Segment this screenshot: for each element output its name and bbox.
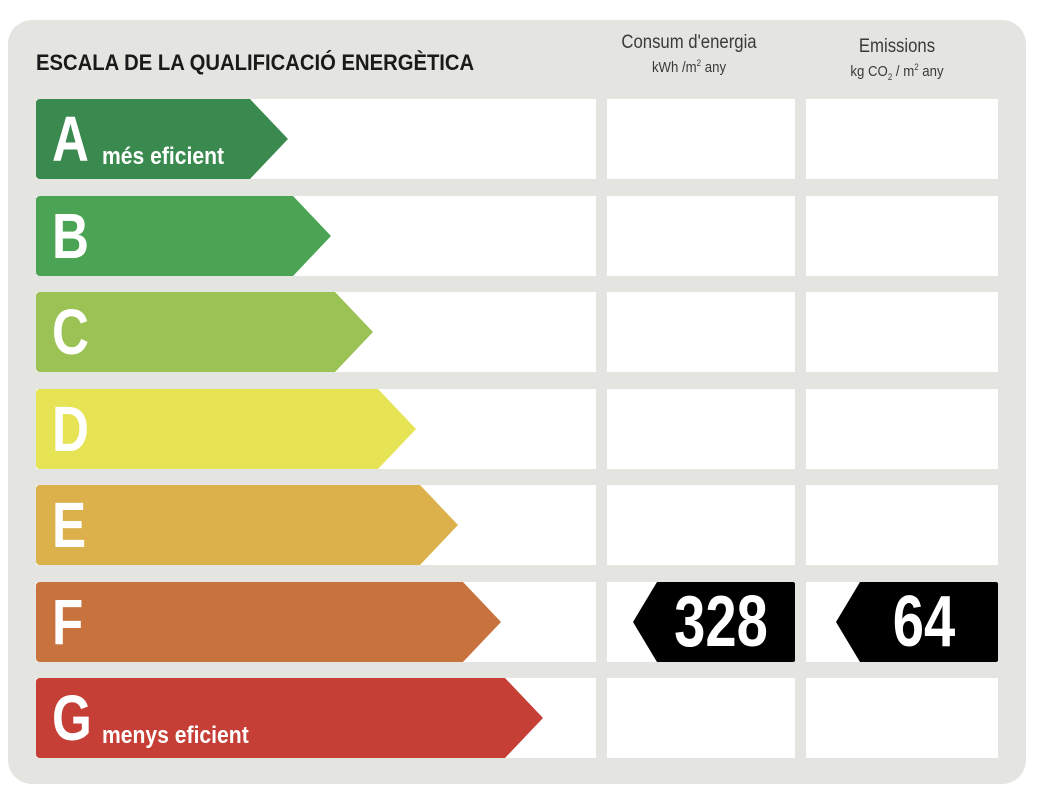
class-arrow-b: B bbox=[36, 196, 331, 276]
emissions-cell bbox=[806, 389, 998, 469]
energy-column-header: Consum d'energia kWh /m2 any bbox=[600, 32, 778, 76]
emissions-unit: kg CO2 / m2 any bbox=[850, 62, 944, 82]
emissions-value-badge-value: 64 bbox=[892, 582, 956, 662]
rating-row-b: B bbox=[36, 196, 998, 276]
scale-cell: F bbox=[36, 582, 596, 662]
energy-value-badge-value: 328 bbox=[674, 582, 768, 662]
energy-value-badge: 328 bbox=[633, 582, 795, 662]
energy-heading: Consum d'energia bbox=[621, 32, 757, 53]
class-arrow-c: C bbox=[36, 292, 373, 372]
class-letter: C bbox=[52, 296, 89, 368]
class-letter: A bbox=[52, 103, 89, 175]
emissions-cell bbox=[806, 196, 998, 276]
emissions-cell bbox=[806, 99, 998, 179]
class-letter: E bbox=[52, 489, 87, 561]
rating-row-f: F 328 64 bbox=[36, 582, 998, 662]
class-arrow-f: F bbox=[36, 582, 501, 662]
rating-row-e: E bbox=[36, 485, 998, 565]
rating-row-c: C bbox=[36, 292, 998, 372]
scale-cell: C bbox=[36, 292, 596, 372]
emissions-heading: Emissions bbox=[858, 36, 936, 57]
emissions-cell: 64 bbox=[806, 582, 998, 662]
emissions-column-header: Emissions kg CO2 / m2 any bbox=[800, 36, 994, 82]
energy-cell bbox=[607, 99, 795, 179]
emissions-cell bbox=[806, 292, 998, 372]
energy-cell bbox=[607, 292, 795, 372]
scale-cell: D bbox=[36, 389, 596, 469]
energy-cell bbox=[607, 389, 795, 469]
scale-cell: E bbox=[36, 485, 596, 565]
class-caption: més eficient bbox=[102, 143, 225, 170]
class-letter: B bbox=[52, 200, 89, 272]
energy-unit: kWh /m2 any bbox=[651, 58, 727, 76]
scale-title: ESCALA DE LA QUALIFICACIÓ ENERGÈTICA bbox=[36, 50, 475, 75]
class-letter: D bbox=[52, 393, 89, 465]
class-arrow-d: D bbox=[36, 389, 416, 469]
class-arrow-e: E bbox=[36, 485, 458, 565]
emissions-cell bbox=[806, 678, 998, 758]
class-letter: F bbox=[52, 586, 84, 658]
class-caption: menys eficient bbox=[102, 722, 249, 749]
energy-cell bbox=[607, 485, 795, 565]
class-letter: G bbox=[52, 682, 92, 754]
energy-cell bbox=[607, 678, 795, 758]
emissions-cell bbox=[806, 485, 998, 565]
scale-cell: B bbox=[36, 196, 596, 276]
emissions-value-badge: 64 bbox=[836, 582, 998, 662]
energy-cell: 328 bbox=[607, 582, 795, 662]
energy-cell bbox=[607, 196, 795, 276]
rating-row-d: D bbox=[36, 389, 998, 469]
